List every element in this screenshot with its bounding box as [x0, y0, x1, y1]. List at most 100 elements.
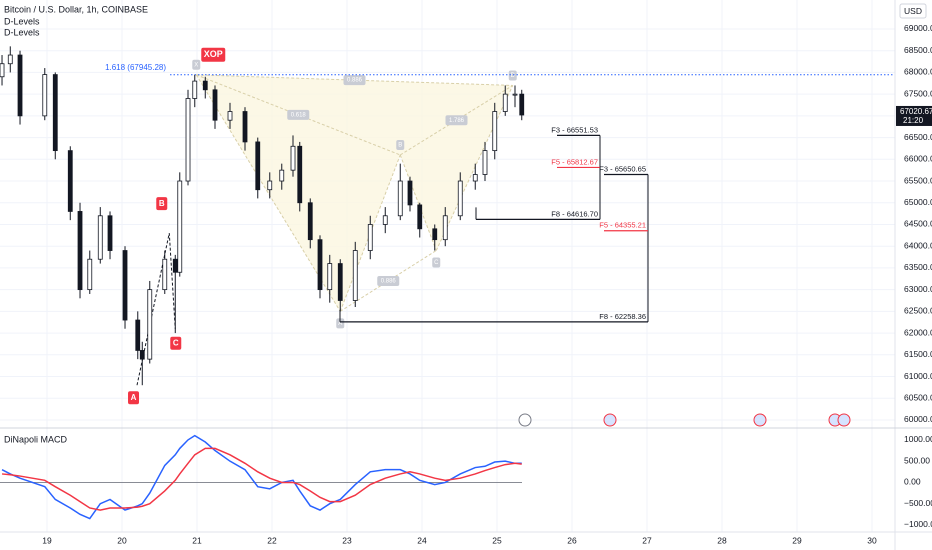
- candle-body: [512, 93, 518, 96]
- x-tick-label: 24: [417, 535, 427, 545]
- candle-body: [242, 111, 248, 143]
- plot: 19 20 21 22 23 24 25 26 27 28 29 30 60000.00 60500.00…: [0, 23, 932, 545]
- level-label: F8 - 64616.70: [551, 209, 598, 218]
- abc-box: [156, 197, 168, 211]
- y-tick-label: 65500.00: [904, 175, 932, 185]
- point-box: [396, 139, 405, 150]
- candle-body: [367, 224, 373, 251]
- ratio-label: 0.886: [381, 279, 397, 285]
- candle-body: [52, 74, 58, 152]
- abc-label: B: [159, 199, 165, 208]
- candle-body: [139, 350, 145, 360]
- abc-box: [170, 336, 182, 350]
- point-box: [508, 70, 517, 81]
- pattern-edge: [196, 74, 513, 86]
- candle-body: [172, 258, 178, 273]
- candle-body: [162, 258, 168, 291]
- candle-body: [492, 111, 498, 152]
- fib-label: 1.618 (67945.28): [105, 63, 166, 72]
- event-icon[interactable]: [753, 413, 767, 427]
- y-tick-label: −1000.00: [904, 519, 932, 529]
- x-tick-label: 28: [717, 535, 727, 545]
- currency-button[interactable]: [899, 3, 927, 19]
- candle-body: [185, 98, 191, 182]
- candle-body: [472, 174, 478, 182]
- point-label: A: [338, 321, 342, 327]
- candle-body: [502, 93, 508, 112]
- point-box: [192, 59, 201, 70]
- pattern-edge: [196, 74, 401, 156]
- candle-body: [290, 145, 296, 171]
- point-label: C: [434, 260, 439, 266]
- ratio-label: 0.618: [291, 112, 307, 118]
- candle-body: [0, 63, 5, 78]
- level-label: F5 - 64355.21: [599, 221, 646, 230]
- candle-body: [202, 80, 208, 91]
- pattern-edge: [195, 74, 341, 312]
- candle-body: [255, 141, 261, 191]
- candle-body: [457, 180, 463, 217]
- candle-body: [267, 180, 273, 191]
- y-tick-label: 1000.00: [904, 434, 932, 444]
- level-label: F3 - 65650.65: [599, 164, 646, 173]
- event-icon[interactable]: [837, 413, 851, 427]
- macd-title: DiNapoli MACD: [4, 434, 68, 444]
- x-tick-label: 20: [117, 535, 127, 545]
- abc-box: [128, 391, 140, 405]
- ratio-label: 0.886: [347, 78, 363, 84]
- candle-body: [42, 74, 48, 117]
- candle-body: [337, 263, 343, 301]
- event-icon[interactable]: [603, 413, 617, 427]
- point-label: B: [398, 143, 402, 149]
- candle-body: [407, 180, 413, 206]
- x-tick-label: 21: [192, 535, 202, 545]
- symbol-title: Bitcoin / U.S. Dollar, 1h, COINBASE: [4, 4, 148, 14]
- x-tick-label: 25: [492, 535, 502, 545]
- y-tick-label: 63000.00: [904, 284, 932, 294]
- y-tick-label: 68500.00: [904, 45, 932, 55]
- y-tick-label: 67500.00: [904, 88, 932, 98]
- candle-body: [177, 180, 183, 273]
- candle-body: [227, 111, 233, 121]
- pattern-edge: [435, 85, 514, 251]
- candle-body: [122, 250, 128, 321]
- y-tick-label: 68000.00: [904, 67, 932, 77]
- y-tick-label: 0.00: [904, 477, 921, 487]
- pattern-edge: [339, 154, 401, 312]
- pattern-fill: [400, 85, 513, 251]
- y-tick-label: 66000.00: [904, 154, 932, 164]
- point-label: D: [511, 73, 516, 79]
- countdown: 21:20: [903, 116, 924, 125]
- event-icons: [518, 413, 851, 427]
- macd-line: [1, 447, 522, 511]
- pattern-edge: [399, 154, 437, 251]
- candle-body: [382, 215, 388, 225]
- candle-body: [442, 215, 448, 241]
- y-tick-label: 62500.00: [904, 306, 932, 316]
- candle-body: [432, 228, 438, 241]
- last-price-tag: [896, 105, 932, 126]
- candle-body: [97, 215, 103, 260]
- candle-body: [297, 145, 303, 204]
- level-label: F5 - 65812.67: [551, 157, 598, 166]
- y-tick-label: 500.00: [904, 455, 930, 465]
- last-price: 67020.67: [900, 107, 932, 116]
- point-box: [432, 257, 441, 268]
- abc-label: C: [173, 338, 179, 347]
- event-icon[interactable]: [518, 413, 532, 427]
- ratio-box: [343, 75, 366, 86]
- candle-body: [87, 258, 93, 291]
- candle-body: [397, 180, 403, 217]
- candle-body: [7, 54, 13, 65]
- candle-body: [107, 215, 113, 251]
- candle-body: [279, 169, 285, 182]
- candle-body: [482, 150, 488, 175]
- candle-body: [192, 80, 198, 99]
- indicator-name: D-Levels: [4, 27, 40, 37]
- x-tick-label: 27: [642, 535, 652, 545]
- indicator-name: D-Levels: [4, 16, 40, 26]
- point-box: [336, 318, 345, 329]
- x-tick-label: 23: [342, 535, 352, 545]
